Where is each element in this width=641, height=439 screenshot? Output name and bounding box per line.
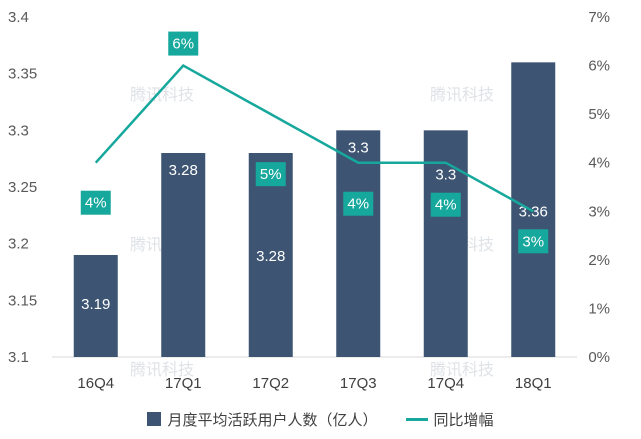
- right-axis-tick: 1%: [588, 300, 610, 317]
- bar-label-17Q4: 3.3: [435, 166, 456, 183]
- category-label-16Q4: 16Q4: [77, 375, 114, 392]
- right-axis-tick: 6%: [588, 58, 610, 75]
- watermark-text: 腾讯科技: [130, 85, 194, 104]
- legend-swatch-bars: [147, 412, 162, 426]
- line-label-box-17Q2: [255, 162, 286, 187]
- line-label-box-16Q4: [80, 190, 111, 215]
- right-axis-tick: 4%: [588, 155, 610, 172]
- left-axis-tick: 3.35: [8, 66, 37, 83]
- legend-label-bars: 月度平均活跃用户人数（亿人）: [167, 411, 378, 429]
- bar-17Q2: [248, 153, 293, 357]
- legend: 月度平均活跃用户人数（亿人） 同比增幅: [0, 404, 641, 434]
- legend-label-line: 同比增幅: [433, 411, 494, 429]
- line-label-16Q4: 4%: [85, 195, 107, 212]
- left-axis-tick: 3.2: [8, 236, 29, 253]
- category-label-17Q3: 17Q3: [340, 375, 377, 392]
- combo-chart: 腾讯科技腾讯科技腾讯科技腾讯科技腾讯科技腾讯科技 3.13.153.23.253…: [8, 9, 610, 392]
- line-label-18Q1: 3%: [522, 233, 544, 250]
- category-label-18Q1: 18Q1: [515, 375, 552, 392]
- category-label-17Q4: 17Q4: [427, 375, 464, 392]
- left-axis-tick: 3.15: [8, 292, 37, 309]
- bar-label-17Q2: 3.28: [256, 248, 285, 265]
- line-label-box-17Q1: [168, 31, 199, 56]
- right-axis-tick: 7%: [588, 9, 610, 26]
- left-axis-tick: 3.1: [8, 349, 29, 366]
- legend-item-line: 同比增幅: [405, 409, 494, 430]
- left-axis-tick: 3.25: [8, 179, 37, 196]
- bar-17Q1: [161, 153, 206, 357]
- bar-label-16Q4: 3.19: [81, 296, 110, 313]
- bar-18Q1: [511, 62, 556, 357]
- line-label-box-18Q1: [518, 229, 549, 254]
- watermark-text: 腾讯科技: [130, 360, 194, 379]
- left-axis-tick: 3.3: [8, 122, 29, 139]
- right-axis-tick: 3%: [588, 203, 610, 220]
- line-label-17Q1: 6%: [172, 36, 194, 53]
- category-label-17Q2: 17Q2: [252, 375, 289, 392]
- right-axis-tick: 0%: [588, 349, 610, 366]
- bar-16Q4: [73, 255, 118, 357]
- bar-17Q4: [423, 130, 468, 357]
- bar-17Q3: [336, 130, 381, 357]
- legend-item-bars: 月度平均活跃用户人数（亿人）: [147, 409, 378, 430]
- growth-line: [94, 63, 534, 213]
- line-label-box-17Q3: [343, 191, 374, 216]
- left-axis-tick: 3.4: [8, 9, 29, 26]
- line-label-17Q3: 4%: [347, 196, 369, 213]
- line-label-17Q4: 4%: [435, 197, 457, 214]
- line-label-box-17Q4: [430, 192, 461, 217]
- legend-swatch-line: [405, 417, 428, 421]
- right-axis-tick: 5%: [588, 106, 610, 123]
- watermark-text: 腾讯科技: [430, 85, 494, 104]
- bar-label-17Q1: 3.28: [169, 162, 198, 179]
- line-label-17Q2: 5%: [260, 166, 282, 183]
- category-label-17Q1: 17Q1: [165, 375, 202, 392]
- right-axis-tick: 2%: [588, 252, 610, 269]
- bar-label-17Q3: 3.3: [348, 139, 369, 156]
- watermark-text: 腾讯科技: [430, 360, 494, 379]
